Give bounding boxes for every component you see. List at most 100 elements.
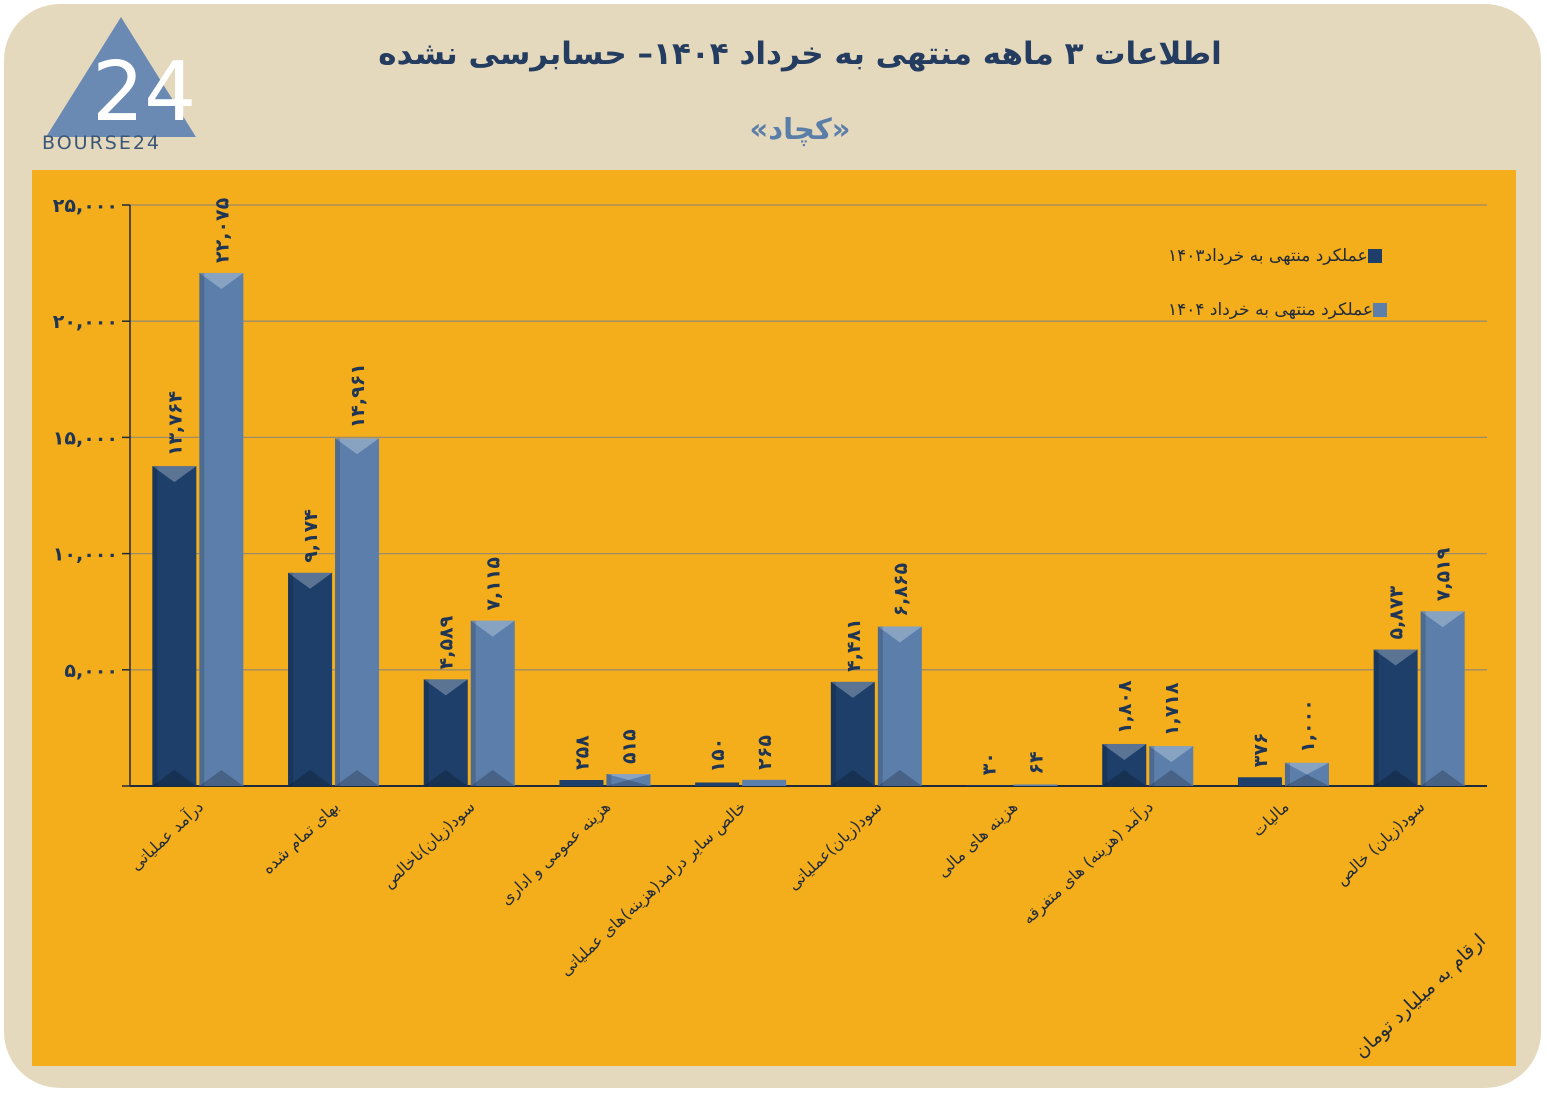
x-category-label: درآمد عملیاتی (126, 797, 208, 875)
bar-1404-bottom-bevel (335, 770, 380, 786)
bars (152, 272, 1465, 786)
data-label: ۷,۵۱۹ (1433, 547, 1455, 601)
x-category-label: سود(زیان)ناخالص (379, 797, 479, 893)
bar-1403 (1373, 649, 1418, 786)
legend-label: عملکرد منتهی به خرداد ۱۴۰۴ (1168, 300, 1374, 320)
data-label: ۳۰ (979, 752, 1001, 775)
bar-1403-body (1373, 649, 1418, 786)
data-label: ۶۴ (1026, 751, 1048, 774)
bar-1404-body (1149, 746, 1194, 786)
data-label: ۹,۱۷۴ (300, 509, 322, 563)
x-axis-labels: درآمد عملیاتی بهای تمام شده سود(زیان)ناخال… (126, 797, 1429, 980)
x-category-label: درآمد (هزینه) های متفرقه (1019, 797, 1158, 929)
data-label: ۳۷۶ (1250, 732, 1272, 767)
bar-1404-side-shade (1149, 746, 1155, 786)
svg-text:24: 24 (92, 45, 196, 140)
bar-1404-body (877, 626, 922, 786)
bar-1404-body (1420, 611, 1465, 786)
bar-1403-bottom-bevel (1102, 770, 1147, 786)
bar-1404-body (742, 779, 787, 786)
bar-1403 (423, 679, 468, 786)
bar-1404-bottom-bevel (470, 770, 515, 786)
bar-1404-bottom-bevel (1420, 770, 1465, 786)
bar-1404-top-bevel (877, 626, 922, 643)
bar-1404-side-shade (1284, 762, 1290, 786)
bar-1403-body (966, 785, 1011, 786)
bar-1403 (559, 780, 604, 786)
data-label: ۲۵۸ (571, 735, 593, 770)
bar-1403-bottom-bevel (152, 770, 197, 786)
bar-1403-side-shade (423, 679, 429, 786)
bar-1403-body (695, 782, 740, 786)
legend-label: عملکرد منتهی به خرداد۱۴۰۳ (1168, 246, 1368, 266)
bar-1403-side-shade (1102, 743, 1108, 786)
bar-1404-bottom-bevel (1284, 774, 1329, 786)
data-label: ۱۵۰ (707, 738, 729, 773)
bar-1403-bottom-bevel (830, 770, 875, 786)
bar-1403-side-shade (830, 681, 836, 786)
data-label: ۱,۷۱۸ (1161, 682, 1183, 736)
data-label: ۱۴,۹۶۱ (347, 363, 369, 428)
y-tick-label: ۲۰,۰۰۰ (53, 311, 118, 333)
data-label: ۶,۸۶۵ (890, 562, 912, 616)
bar-1403-top-bevel (288, 572, 333, 589)
bar-1403 (1102, 743, 1147, 786)
bar-1404-top-bevel (606, 774, 651, 781)
data-label: ۱,۸۰۸ (1114, 680, 1136, 734)
legend-swatch-1404 (1373, 303, 1388, 317)
x-category-label: هزینه عمومی و اداری (496, 797, 614, 909)
bar-1404-body (199, 272, 244, 786)
bar-1403 (288, 572, 333, 786)
bar-1403-top-bevel (1102, 743, 1147, 760)
bar-1404 (1284, 762, 1329, 786)
bar-1403 (966, 785, 1011, 786)
bar-1404-side-shade (199, 272, 205, 786)
bar-1403-body (1102, 743, 1147, 786)
bar-1404-top-bevel (199, 272, 244, 289)
bar-1403-body (423, 679, 468, 786)
bar-1403-bottom-bevel (423, 770, 468, 786)
bar-1404 (335, 438, 380, 786)
bar-1403-top-bevel (152, 466, 197, 483)
bar-1404-bottom-bevel (877, 770, 922, 786)
bar-1404-bottom-bevel (199, 770, 244, 786)
bar-1404-bottom-bevel (606, 780, 651, 786)
x-category-label: هزینه های مالی (933, 797, 1022, 882)
bar-1404-top-bevel (335, 438, 380, 455)
data-label: ۱,۰۰۰ (1297, 699, 1319, 753)
bar-1403-top-bevel (1373, 649, 1418, 666)
bar-1404-bottom-bevel (1149, 770, 1194, 786)
bar-1403-body (830, 681, 875, 786)
bar-1404 (742, 779, 787, 786)
bar-1404 (470, 620, 515, 786)
bar-1403-body (559, 780, 604, 786)
bar-1404-body (606, 774, 651, 786)
data-label: ۵۱۵ (618, 729, 640, 764)
bar-1403 (830, 681, 875, 786)
data-label: ۵,۸۷۳ (1386, 586, 1408, 640)
bar-1403-top-bevel (830, 681, 875, 698)
y-tick-label: ۱۵,۰۰۰ (53, 427, 118, 449)
bar-1403-bottom-bevel (1373, 770, 1418, 786)
legend: عملکرد منتهی به خرداد۱۴۰۳ عملکرد منتهی ب… (1160, 244, 1460, 352)
bar-1404 (1013, 784, 1058, 786)
bar-1404 (877, 626, 922, 786)
data-labels: ۱۳,۷۶۴ ۲۲,۰۷۵ ۹,۱۷۴ ۱۴,۹۶۱ ۴,۵۸۹ ۷,۱۱۵ ۲۵۸ ۵۱۵ ۱… (164, 197, 1454, 775)
legend-item-1403: عملکرد منتهی به خرداد۱۴۰۳ (1160, 244, 1460, 268)
y-tick-label: ۱۰,۰۰۰ (53, 544, 118, 566)
bourse24-logo: 24 (46, 17, 196, 140)
chart-subtitle: «کچاد» (749, 112, 851, 146)
bar-1404 (606, 774, 651, 786)
legend-swatch-1403 (1367, 249, 1382, 263)
bar-1404 (199, 272, 244, 786)
bar-1404-top-bevel (1420, 611, 1465, 628)
data-label: ۲۶۵ (754, 735, 776, 770)
data-label: ۴,۴۸۱ (843, 618, 865, 672)
bar-1403-side-shade (1373, 649, 1379, 786)
bar-1404-side-shade (606, 774, 612, 786)
y-axis: ۵,۰۰۰ ۱۰,۰۰۰ ۱۵,۰۰۰ ۲۰,۰۰۰ ۲۵,۰۰۰ (53, 195, 131, 787)
chart-title: اطلاعات ۳ ماهه منتهی به خرداد ۱۴۰۴– حساب… (378, 36, 1222, 72)
y-tick-label: ۵,۰۰۰ (64, 660, 118, 682)
chart-panel (32, 170, 1516, 1066)
